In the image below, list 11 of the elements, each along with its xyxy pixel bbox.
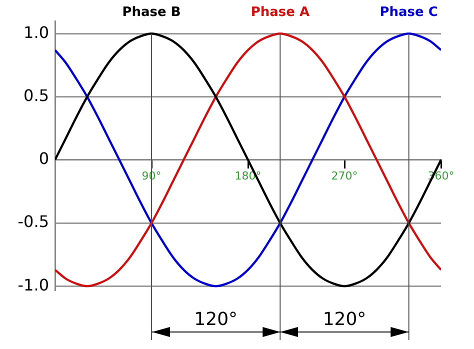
text: 120° bbox=[194, 309, 238, 330]
y-tick-label: 0 bbox=[38, 149, 49, 168]
text: 120° bbox=[322, 309, 366, 330]
x-tick-label: 270° bbox=[331, 169, 358, 182]
series-label: Phase B bbox=[122, 4, 181, 20]
y-tick-label: -0.5 bbox=[18, 212, 49, 232]
y-tick-label: -1.0 bbox=[18, 275, 49, 294]
y-tick-label: 1.0 bbox=[24, 22, 49, 42]
y-tick-label: 0.5 bbox=[24, 86, 49, 105]
series-label: Phase A bbox=[250, 4, 310, 20]
series-label: Phase C bbox=[380, 4, 438, 20]
